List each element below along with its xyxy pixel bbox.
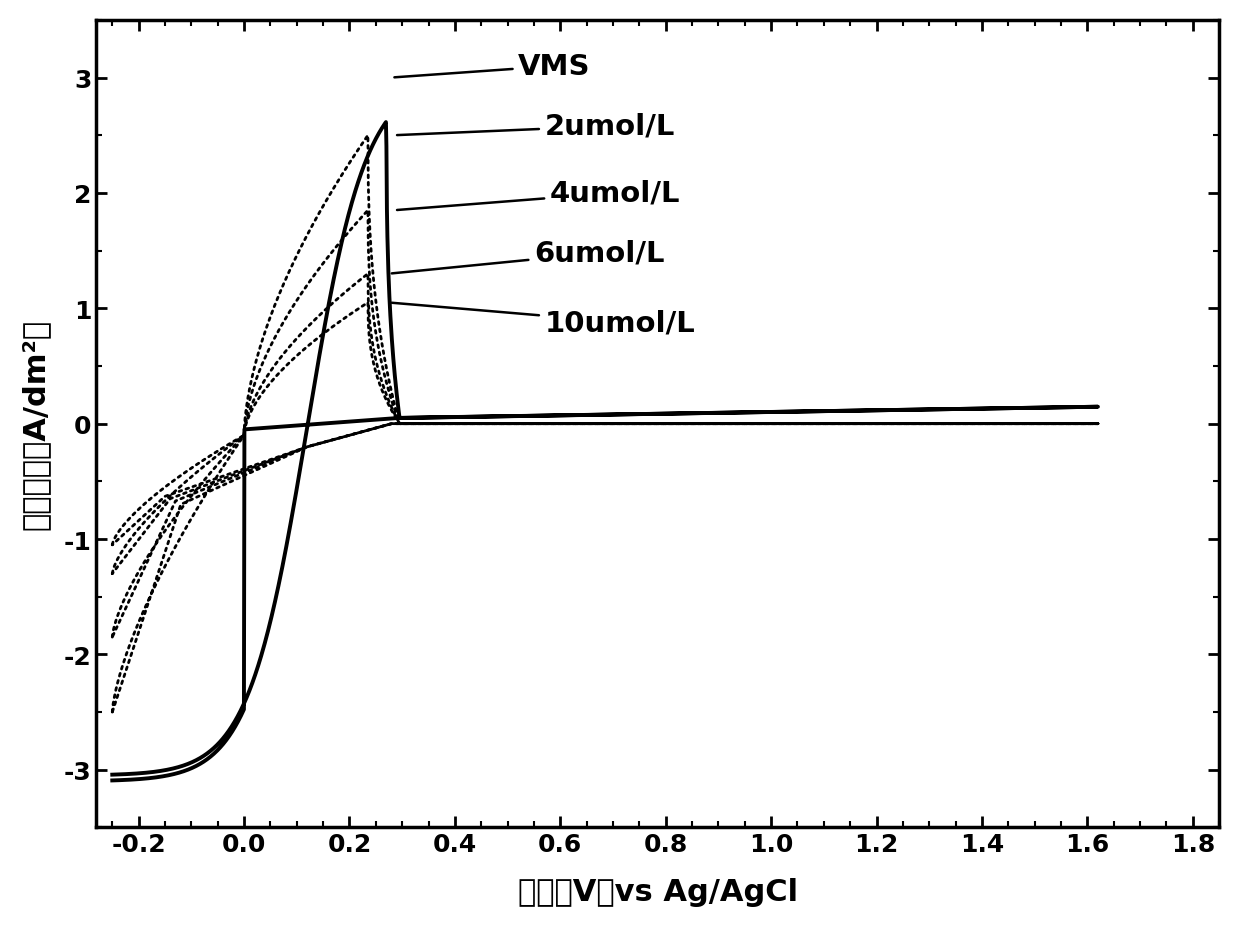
Text: 10umol/L: 10umol/L bbox=[392, 303, 696, 337]
Y-axis label: 电流密度（A/dm²）: 电流密度（A/dm²） bbox=[21, 319, 50, 529]
X-axis label: 电势（V）vs Ag/AgCl: 电势（V）vs Ag/AgCl bbox=[518, 877, 797, 907]
Text: 2umol/L: 2umol/L bbox=[397, 113, 675, 141]
Text: VMS: VMS bbox=[394, 53, 590, 81]
Text: 6umol/L: 6umol/L bbox=[392, 240, 665, 274]
Text: 4umol/L: 4umol/L bbox=[397, 180, 681, 210]
